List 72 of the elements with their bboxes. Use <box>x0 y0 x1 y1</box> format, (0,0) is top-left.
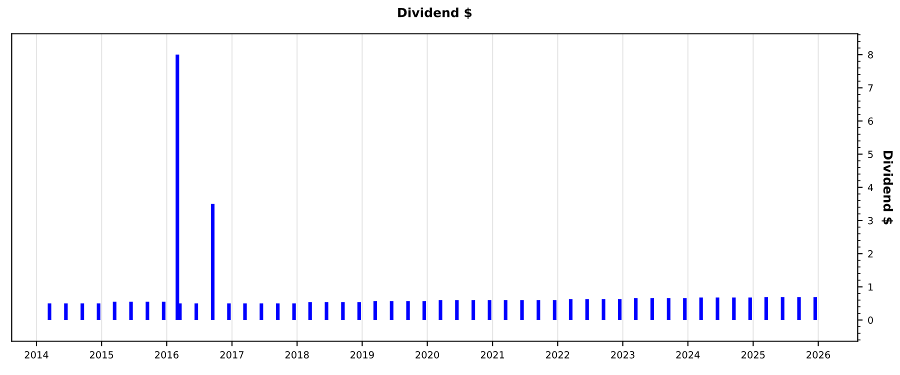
bar <box>129 302 133 320</box>
bar <box>176 54 180 320</box>
y-tick-label: 1 <box>868 283 873 291</box>
bar <box>748 297 752 320</box>
bar <box>373 301 377 320</box>
chart-title: Dividend $ <box>398 8 472 19</box>
bar <box>797 297 801 320</box>
y-tick-label: 0 <box>868 316 873 324</box>
x-tick-label: 2018 <box>285 351 309 358</box>
bar <box>813 297 818 320</box>
x-tick-label: 2017 <box>220 351 244 358</box>
y-tick-label: 6 <box>868 117 873 125</box>
bar <box>634 298 638 320</box>
bar <box>650 298 654 320</box>
x-tick-label: 2015 <box>90 351 114 358</box>
x-tick-label: 2021 <box>480 351 504 358</box>
bar <box>520 300 524 320</box>
x-tick-label: 2022 <box>546 351 570 358</box>
bar <box>732 297 736 320</box>
bar <box>146 302 150 320</box>
y-tick-label: 7 <box>868 84 873 92</box>
bar <box>683 298 687 320</box>
bar <box>618 299 622 320</box>
bar <box>324 302 328 320</box>
y-tick-label: 3 <box>868 216 873 224</box>
bar <box>96 303 100 320</box>
bar <box>488 300 492 320</box>
bar <box>504 300 508 320</box>
bar <box>260 303 264 320</box>
bar <box>552 300 556 320</box>
bar <box>292 303 296 320</box>
bar <box>308 302 312 320</box>
bar <box>276 303 280 320</box>
bar <box>666 298 670 320</box>
y-tick-label: 4 <box>868 184 874 192</box>
y-axis-title: Dividend $ <box>882 150 894 224</box>
bar <box>243 303 247 320</box>
bar <box>438 300 442 320</box>
bar <box>341 302 345 320</box>
bar <box>422 301 426 320</box>
bar <box>406 301 410 320</box>
x-tick-label: 2025 <box>742 351 765 358</box>
bar <box>536 300 540 320</box>
bar <box>112 302 116 320</box>
x-tick-label: 2014 <box>24 351 48 358</box>
x-tick-label: 2026 <box>806 351 830 358</box>
bar <box>455 300 459 320</box>
bar <box>194 303 198 320</box>
bar <box>210 204 215 320</box>
y-tick-label: 2 <box>868 250 873 258</box>
x-tick-label: 2024 <box>676 351 700 358</box>
bar <box>64 303 68 320</box>
bar <box>357 302 361 320</box>
y-tick-label: 5 <box>868 150 873 158</box>
x-tick-label: 2020 <box>416 351 440 358</box>
bar <box>48 303 52 320</box>
bar <box>764 297 768 320</box>
bar <box>227 303 231 320</box>
bar <box>699 297 703 320</box>
x-tick-label: 2016 <box>155 351 178 358</box>
bar <box>80 303 84 320</box>
bar <box>602 299 606 320</box>
bar <box>390 301 394 320</box>
bar <box>568 299 572 320</box>
bar <box>472 300 476 320</box>
bar <box>585 299 589 320</box>
x-tick-label: 2023 <box>611 351 634 358</box>
bar <box>716 297 720 320</box>
bar <box>780 297 784 320</box>
y-tick-label: 8 <box>868 51 873 58</box>
bar <box>162 302 166 320</box>
x-tick-label: 2019 <box>350 351 374 358</box>
